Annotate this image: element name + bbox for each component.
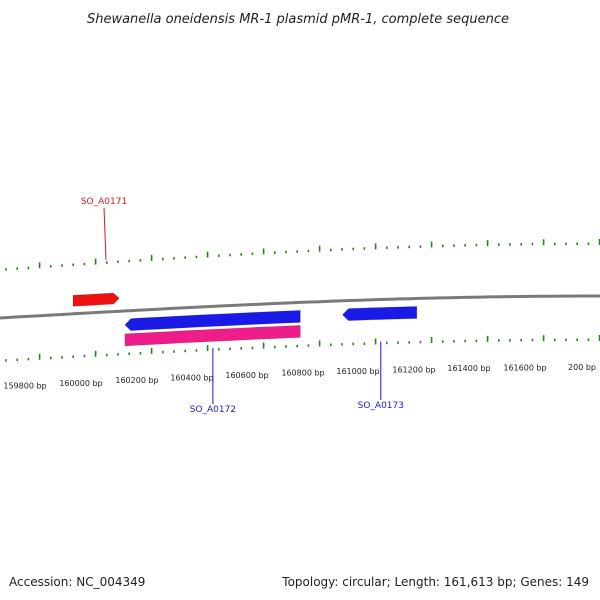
cds-feature-SO_A0173[interactable] <box>342 306 418 321</box>
rna-feature-2[interactable] <box>124 325 301 347</box>
ruler-label: 161200 bp <box>392 365 435 374</box>
ruler-label: 159800 bp <box>3 382 46 391</box>
feature-labels: SO_A0171 SO_A0172 SO_A0173 <box>81 197 404 415</box>
feature-label-SO_A0171[interactable]: SO_A0171 <box>81 197 127 207</box>
ruler-label: 160400 bp <box>170 373 213 382</box>
inner-tick-ring <box>5 335 600 362</box>
outer-tick-ring <box>5 239 600 271</box>
ruler-label: 160800 bp <box>281 369 324 378</box>
feature-label-SO_A0173[interactable]: SO_A0173 <box>358 401 404 411</box>
map-title: Shewanella oneidensis MR-1 plasmid pMR-1… <box>87 12 509 27</box>
feature-label-SO_A0172[interactable]: SO_A0172 <box>190 405 236 415</box>
ruler-label: 161600 bp <box>503 363 546 372</box>
ruler-label: 200 bp <box>568 363 596 372</box>
plasmid-backbone <box>0 294 600 320</box>
ruler-label: 160200 bp <box>115 376 158 385</box>
feature-label-leader <box>103 207 107 260</box>
ruler-label: 161400 bp <box>447 364 490 373</box>
ruler-label: 160000 bp <box>59 379 102 388</box>
ruler-labels: 159800 bp 160000 bp 160200 bp 160400 bp 1606… <box>3 363 596 391</box>
ruler-label: 161000 bp <box>336 367 379 376</box>
cds-feature-SO_A0171[interactable] <box>72 292 120 307</box>
accession-text: Accession: NC_004349 <box>9 575 145 589</box>
ruler-label: 160600 bp <box>225 371 268 380</box>
feature-track <box>72 292 418 347</box>
cds-feature-SO_A0172[interactable] <box>124 310 301 331</box>
topology-summary: Topology: circular; Length: 161,613 bp; … <box>281 575 589 589</box>
